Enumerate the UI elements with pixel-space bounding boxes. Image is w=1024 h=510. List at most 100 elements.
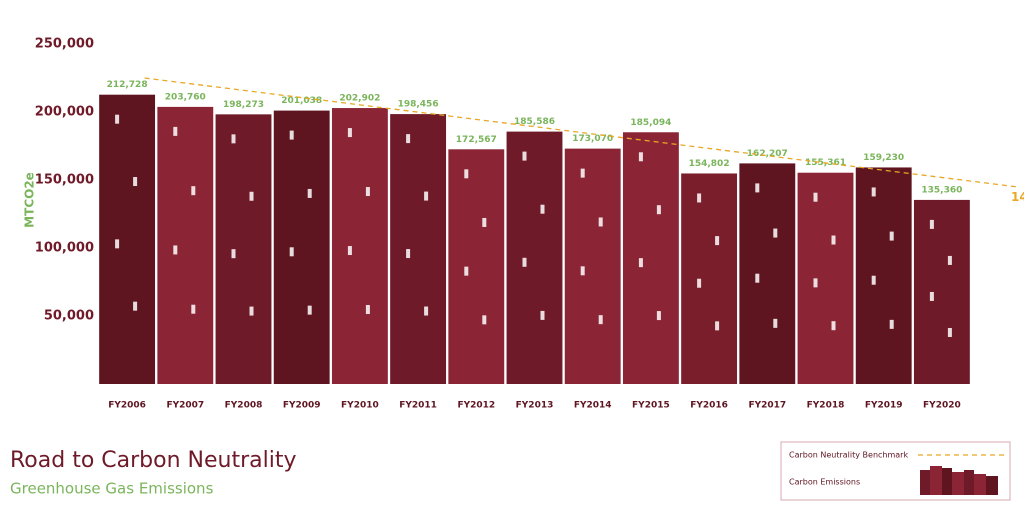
bar [681, 173, 738, 384]
x-tick-label: FY2006 [108, 401, 146, 411]
legend-swatch [974, 474, 986, 495]
window [656, 311, 661, 321]
window [522, 151, 527, 161]
window [231, 134, 236, 144]
x-tick-label: FY2007 [166, 401, 204, 411]
window [406, 249, 411, 259]
bar [157, 106, 214, 384]
window [947, 327, 952, 337]
x-tick-label: FY2009 [283, 401, 321, 411]
y-tick-label: 250,000 [35, 37, 94, 52]
window [889, 231, 894, 241]
y-axis-label: MTCO2e [23, 172, 37, 228]
window [347, 128, 352, 138]
window [871, 275, 876, 285]
value-label: 162,207 [747, 149, 788, 159]
window [697, 278, 702, 288]
window [482, 315, 487, 325]
bar [913, 199, 970, 384]
window [464, 266, 469, 276]
window [464, 169, 469, 179]
legend-label: Carbon Emissions [789, 478, 860, 487]
bar [448, 149, 505, 384]
legend-swatch [942, 468, 952, 495]
window [365, 305, 370, 315]
value-label: 154,802 [689, 159, 730, 169]
legend-skyline [920, 466, 998, 495]
value-label: 212,728 [107, 80, 148, 90]
value-label: 198,273 [223, 100, 264, 110]
window [871, 187, 876, 197]
bar [855, 167, 912, 384]
window [173, 126, 178, 136]
bar [564, 148, 621, 384]
value-label: 159,230 [863, 153, 904, 163]
bar [331, 108, 388, 384]
window [598, 217, 603, 227]
value-label: 202,902 [339, 94, 380, 104]
value-label: 203,760 [165, 92, 206, 102]
window [580, 266, 585, 276]
window [755, 273, 760, 283]
window [598, 315, 603, 325]
window [947, 255, 952, 265]
window [638, 258, 643, 268]
window [540, 310, 545, 320]
window [656, 205, 661, 215]
bar [622, 132, 679, 384]
x-tick-label: FY2015 [632, 401, 670, 411]
window [249, 191, 254, 201]
y-tick-label: 100,000 [35, 241, 94, 256]
value-label: 185,586 [514, 117, 555, 127]
legend-swatch [986, 476, 998, 495]
window [638, 152, 643, 162]
window [831, 235, 836, 245]
window [289, 130, 294, 140]
value-label: 185,094 [630, 118, 671, 128]
window [347, 246, 352, 256]
legend-swatch [952, 472, 964, 495]
legend-swatch [964, 470, 974, 495]
window [831, 321, 836, 331]
x-tick-label: FY2016 [690, 401, 728, 411]
window [424, 306, 429, 316]
window [406, 134, 411, 144]
window [133, 177, 138, 187]
value-label: 135,360 [921, 185, 962, 195]
x-tick-label: FY2011 [399, 401, 437, 411]
window [482, 217, 487, 227]
window [773, 318, 778, 328]
x-tick-label: FY2017 [748, 401, 786, 411]
bar [797, 172, 854, 384]
x-tick-label: FY2020 [923, 401, 961, 411]
bar [506, 131, 563, 384]
window [773, 228, 778, 238]
window [365, 187, 370, 197]
bar [99, 94, 156, 385]
bar [215, 114, 272, 384]
x-tick-label: FY2014 [574, 401, 612, 411]
legend-swatch [930, 466, 942, 495]
value-label: 198,456 [398, 100, 439, 110]
y-tick-label: 200,000 [35, 105, 94, 120]
legend-swatch [920, 470, 930, 495]
x-tick-label: FY2012 [457, 401, 495, 411]
x-tick-label: FY2013 [516, 401, 554, 411]
window [307, 188, 312, 198]
window [929, 291, 934, 301]
x-tick-label: FY2010 [341, 401, 379, 411]
value-label: 201,038 [281, 96, 322, 106]
y-tick-label: 150,000 [35, 173, 94, 188]
window [191, 304, 196, 314]
window [522, 257, 527, 267]
chart-title: Road to Carbon Neutrality [10, 448, 296, 473]
window [249, 306, 254, 316]
window [191, 186, 196, 196]
window [813, 278, 818, 288]
y-tick-label: 50,000 [44, 309, 94, 324]
window [173, 245, 178, 255]
value-label: 172,567 [456, 135, 497, 145]
window [424, 191, 429, 201]
x-tick-label: FY2019 [865, 401, 903, 411]
